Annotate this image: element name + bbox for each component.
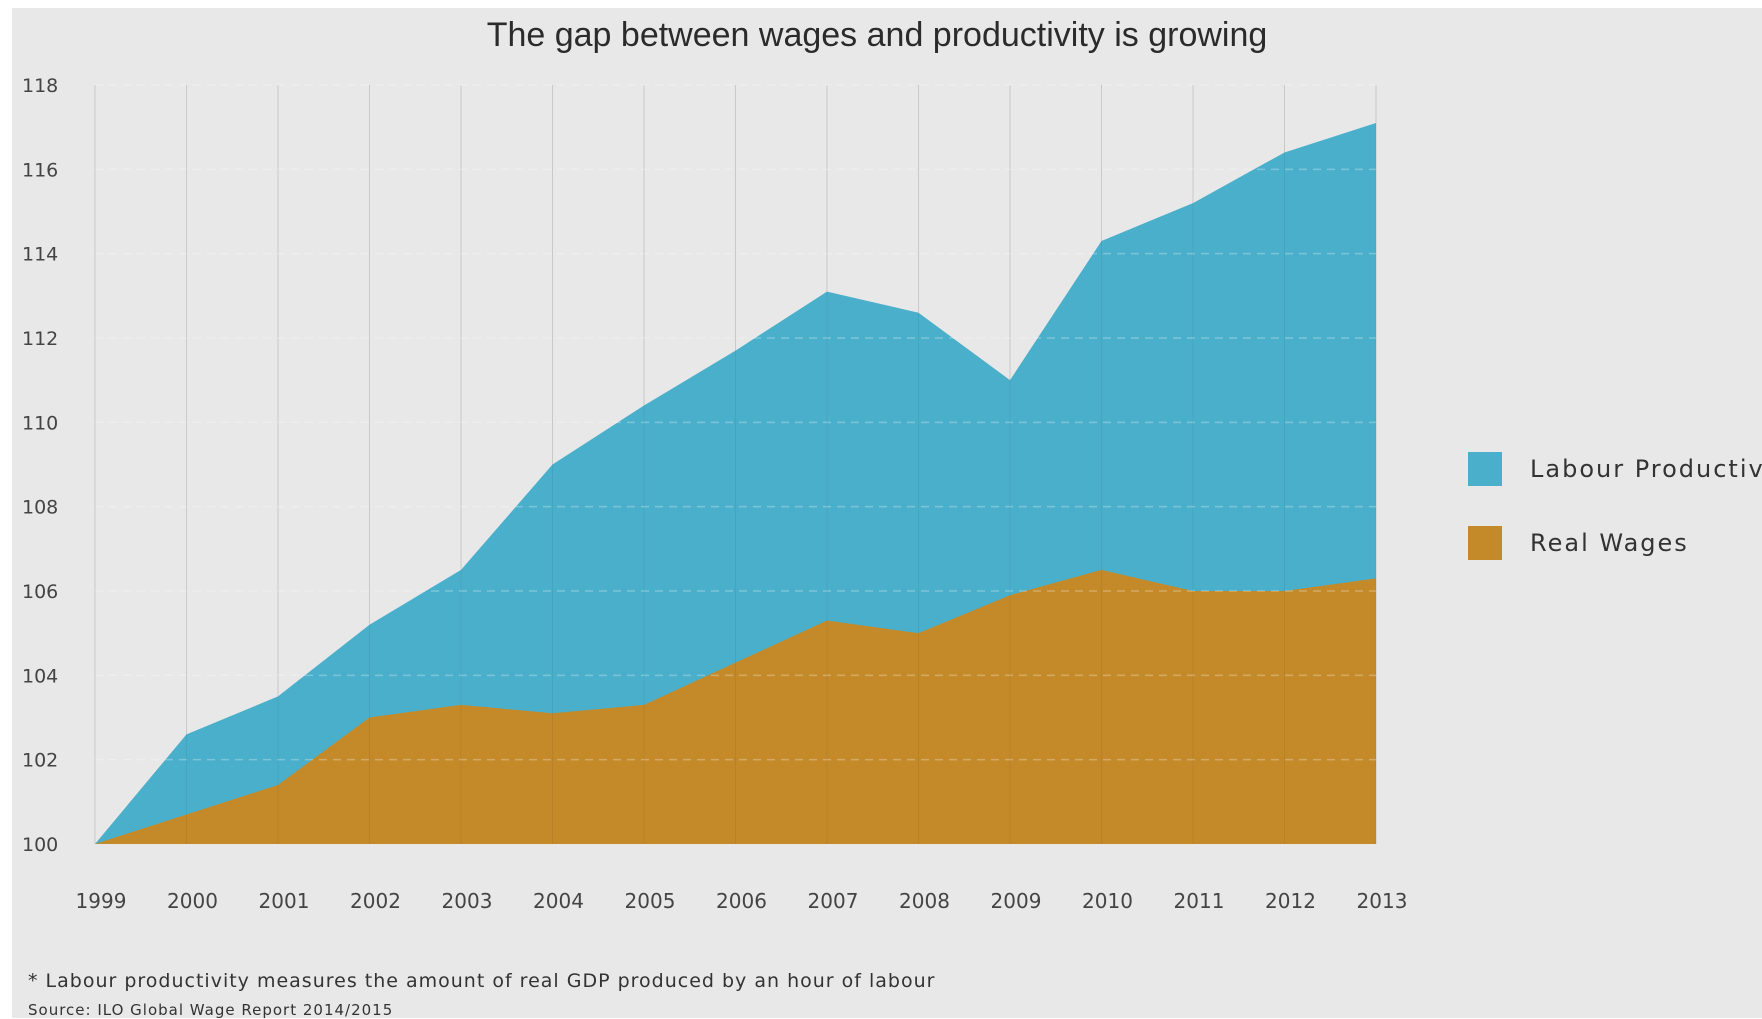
x-tick-label: 2009	[991, 889, 1042, 913]
y-tick-label: 108	[22, 497, 58, 519]
legend-label-wages: Real Wages	[1530, 529, 1689, 557]
x-tick-label: 2001	[259, 889, 310, 913]
x-tick-label: 1999	[76, 889, 127, 913]
x-tick-label: 2002	[350, 889, 401, 913]
source-note: Source: ILO Global Wage Report 2014/2015	[28, 1001, 393, 1019]
y-tick-label: 118	[22, 75, 58, 97]
legend-label-productivity: Labour Productivity	[1530, 455, 1762, 483]
y-tick-label: 100	[22, 834, 58, 856]
x-tick-label: 2011	[1174, 889, 1225, 913]
x-tick-label: 2003	[442, 889, 493, 913]
y-tick-label: 110	[22, 412, 58, 434]
chart-panel: The gap between wages and productivity i…	[12, 8, 1762, 1018]
footnote: * Labour productivity measures the amoun…	[28, 970, 935, 992]
x-tick-label: 2006	[716, 889, 767, 913]
y-tick-label: 112	[22, 328, 58, 350]
y-tick-label: 104	[22, 665, 58, 687]
legend-swatch-productivity	[1468, 452, 1502, 486]
x-tick-label: 2013	[1357, 889, 1408, 913]
x-tick-label: 2004	[533, 889, 584, 913]
y-tick-label: 102	[22, 750, 58, 772]
x-tick-label: 2008	[899, 889, 950, 913]
x-tick-label: 2012	[1265, 889, 1316, 913]
x-tick-label: 2000	[167, 889, 218, 913]
y-tick-label: 116	[22, 159, 58, 181]
x-tick-label: 2005	[625, 889, 676, 913]
y-tick-label: 114	[22, 244, 58, 266]
legend: Labour Productivity Real Wages	[1468, 452, 1762, 600]
x-tick-label: 2007	[808, 889, 859, 913]
legend-item-productivity: Labour Productivity	[1468, 452, 1762, 486]
legend-swatch-wages	[1468, 526, 1502, 560]
y-tick-label: 106	[22, 581, 58, 603]
x-tick-label: 2010	[1082, 889, 1133, 913]
legend-item-wages: Real Wages	[1468, 526, 1762, 560]
